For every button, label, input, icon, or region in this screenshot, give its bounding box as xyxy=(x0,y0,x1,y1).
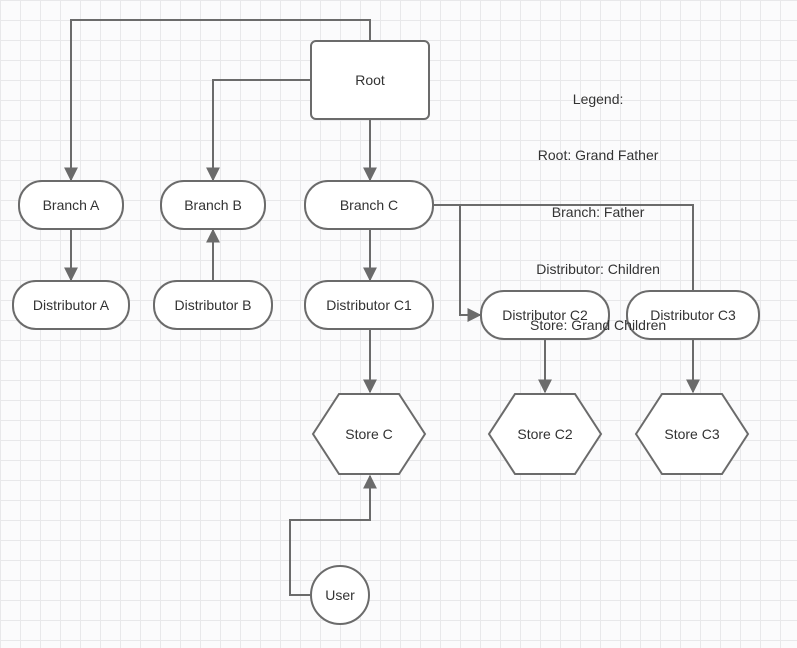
node-label: Branch B xyxy=(184,197,242,213)
node-store-c: Store C xyxy=(311,392,427,476)
diagram-canvas: Root Branch A Branch B Branch C Distribu… xyxy=(0,0,797,648)
edge xyxy=(434,205,480,315)
node-store-c3: Store C3 xyxy=(634,392,750,476)
node-label: Store C3 xyxy=(664,426,719,442)
node-distributor-b: Distributor B xyxy=(153,280,273,330)
node-label: Distributor A xyxy=(33,297,109,313)
edge xyxy=(213,80,310,180)
node-label: Store C xyxy=(345,426,392,442)
node-label: Distributor B xyxy=(174,297,251,313)
node-user: User xyxy=(310,565,370,625)
node-branch-b: Branch B xyxy=(160,180,266,230)
node-label: User xyxy=(325,587,355,603)
node-label: Distributor C1 xyxy=(326,297,412,313)
legend-line: Legend: xyxy=(530,90,666,109)
legend-line: Branch: Father xyxy=(530,203,666,222)
node-label: Branch A xyxy=(43,197,100,213)
node-label: Store C2 xyxy=(517,426,572,442)
node-distributor-a: Distributor A xyxy=(12,280,130,330)
legend-line: Root: Grand Father xyxy=(530,146,666,165)
node-root: Root xyxy=(310,40,430,120)
node-store-c2: Store C2 xyxy=(487,392,603,476)
node-distributor-c1: Distributor C1 xyxy=(304,280,434,330)
legend-line: Store: Grand Children xyxy=(530,316,666,335)
legend-line: Distributor: Children xyxy=(530,260,666,279)
node-branch-a: Branch A xyxy=(18,180,124,230)
node-branch-c: Branch C xyxy=(304,180,434,230)
legend: Legend: Root: Grand Father Branch: Fathe… xyxy=(530,52,666,373)
node-label: Root xyxy=(355,72,385,88)
node-label: Branch C xyxy=(340,197,398,213)
